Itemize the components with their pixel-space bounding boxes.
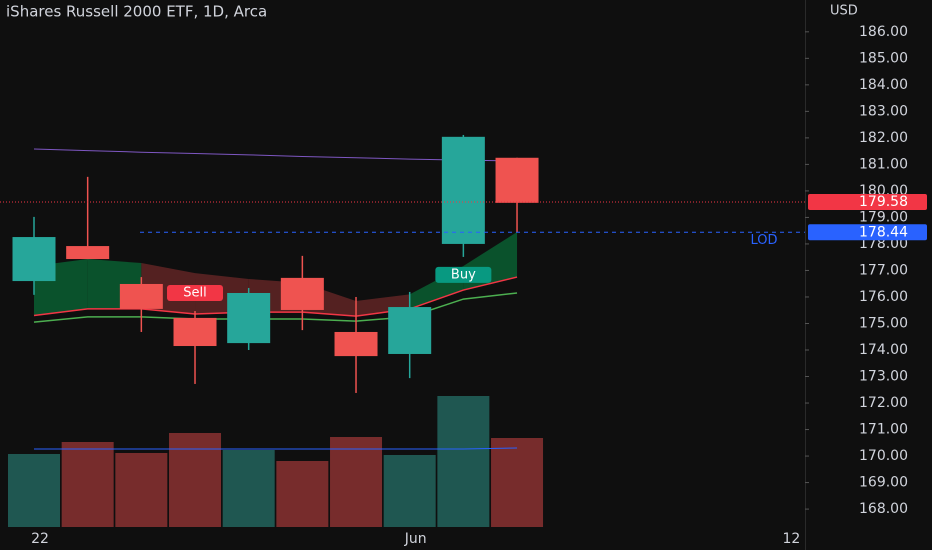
indicator-line xyxy=(33,148,518,162)
y-tick-label: 177.00 xyxy=(859,262,908,278)
y-tick-label: 175.00 xyxy=(859,315,908,331)
signal-label: Buy xyxy=(451,267,476,282)
x-tick-label: Jun xyxy=(404,531,427,547)
volume-bar xyxy=(8,454,60,527)
candle-body xyxy=(12,237,56,282)
volume-bar xyxy=(491,438,544,527)
volume-bar xyxy=(437,396,490,527)
x-tick-label: 22 xyxy=(31,531,49,547)
candle-body xyxy=(495,157,539,203)
candle-body xyxy=(280,277,324,310)
volume-bar xyxy=(330,437,383,527)
chart-title: iShares Russell 2000 ETF, 1D, Arca xyxy=(6,3,267,21)
y-tick-label: 185.00 xyxy=(859,50,908,66)
y-tick-label: 169.00 xyxy=(859,475,908,491)
signal-label: Sell xyxy=(183,286,206,301)
volume-bar xyxy=(115,453,168,527)
y-tick-label: 173.00 xyxy=(859,369,908,385)
candle-body xyxy=(227,292,271,344)
y-axis-label: USD xyxy=(830,4,858,19)
signal-box xyxy=(435,266,492,283)
candle-body xyxy=(173,317,217,347)
y-tick-label: 171.00 xyxy=(859,422,908,438)
price-label-box xyxy=(808,224,927,241)
indicator-line xyxy=(33,276,518,317)
candle-body xyxy=(66,246,110,260)
volume-bar xyxy=(169,433,222,527)
y-tick-label: 186.00 xyxy=(859,24,908,40)
y-tick-label: 170.00 xyxy=(859,448,908,464)
y-tick-label: 183.00 xyxy=(859,103,908,119)
candle-body xyxy=(388,307,432,354)
price-label: 178.44 xyxy=(859,224,908,240)
candle-body xyxy=(334,331,378,357)
volume-bar xyxy=(383,455,436,527)
y-tick-label: 179.00 xyxy=(859,209,908,225)
volume-bar xyxy=(222,450,275,527)
signal-box xyxy=(167,285,224,302)
y-tick-label: 172.00 xyxy=(859,395,908,411)
price-line-name: LOD xyxy=(750,233,777,248)
y-tick-label: 182.00 xyxy=(859,130,908,146)
indicator-line xyxy=(33,292,518,323)
price-label: 179.58 xyxy=(859,194,908,210)
price-label-box xyxy=(808,194,927,211)
y-tick-label: 176.00 xyxy=(859,289,908,305)
volume-bar xyxy=(276,461,329,527)
y-tick-label: 174.00 xyxy=(859,342,908,358)
y-tick-label: 181.00 xyxy=(859,156,908,172)
volume-bar xyxy=(61,442,114,527)
candle-body xyxy=(119,283,163,309)
volume-ma xyxy=(34,447,518,450)
y-tick-label: 168.00 xyxy=(859,501,908,517)
x-tick-label: 12 xyxy=(782,531,800,547)
y-tick-label: 184.00 xyxy=(859,77,908,93)
candle-body xyxy=(441,136,485,244)
